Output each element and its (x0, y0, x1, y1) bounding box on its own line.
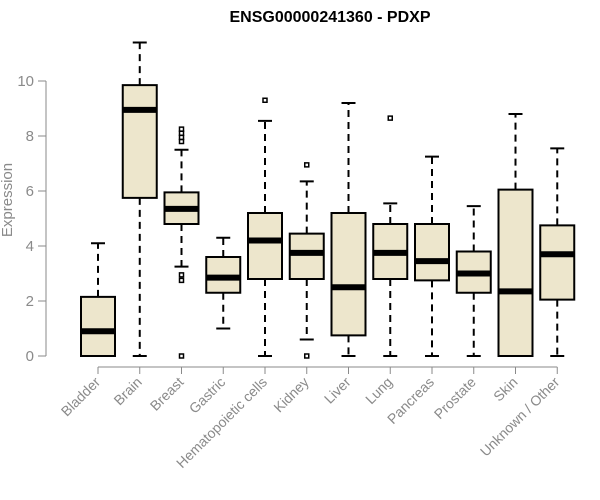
outlier-point (304, 162, 310, 168)
box-iqr (497, 188, 534, 357)
y-tick-label: 4 (26, 238, 34, 255)
y-tick-label: 6 (26, 183, 34, 200)
box-group (121, 41, 158, 357)
box-group (455, 205, 492, 357)
box-group (539, 147, 576, 357)
box-group (80, 242, 116, 357)
box-group (330, 102, 367, 357)
outlier-point (262, 97, 268, 103)
x-tick-label: Breast (147, 374, 187, 414)
y-axis: 0 2 4 6 8 10 (17, 73, 47, 365)
box-group (205, 236, 242, 330)
x-tick-label: Skin (490, 374, 521, 405)
chart-title: ENSG00000241360 - PDXP (229, 9, 430, 26)
boxes-layer (80, 41, 576, 359)
x-tick-label: Kidney (270, 374, 312, 416)
x-tick-label: Brain (110, 374, 144, 408)
box-group (497, 113, 534, 357)
outlier-point (178, 353, 185, 359)
box-iqr (330, 212, 367, 337)
x-tick-label: Prostate (431, 374, 479, 422)
y-tick-label: 8 (26, 128, 34, 145)
x-tick-label: Liver (321, 374, 354, 407)
y-axis-title: Expression (0, 163, 16, 237)
box-iqr (121, 84, 158, 199)
box-group (163, 126, 200, 359)
box-iqr (288, 232, 325, 280)
box-group (247, 97, 283, 357)
outlier-point (178, 277, 185, 284)
outlier-point (387, 115, 393, 121)
outlier-point (178, 272, 185, 278)
outlier-point (304, 353, 310, 359)
box-iqr (247, 212, 283, 280)
y-tick-label: 0 (26, 348, 34, 365)
box-group (288, 162, 325, 359)
y-tick-label: 2 (26, 293, 34, 310)
box-group (372, 115, 409, 357)
y-tick-label: 10 (17, 73, 34, 90)
box-group (414, 155, 450, 357)
box-iqr (414, 223, 450, 282)
x-tick-label: Unknown / Other (477, 374, 563, 460)
x-tick-label: Lung (362, 374, 395, 407)
x-tick-label: Bladder (58, 374, 104, 420)
outlier-point (178, 126, 185, 132)
box-iqr (80, 295, 116, 357)
box-iqr (539, 224, 576, 301)
